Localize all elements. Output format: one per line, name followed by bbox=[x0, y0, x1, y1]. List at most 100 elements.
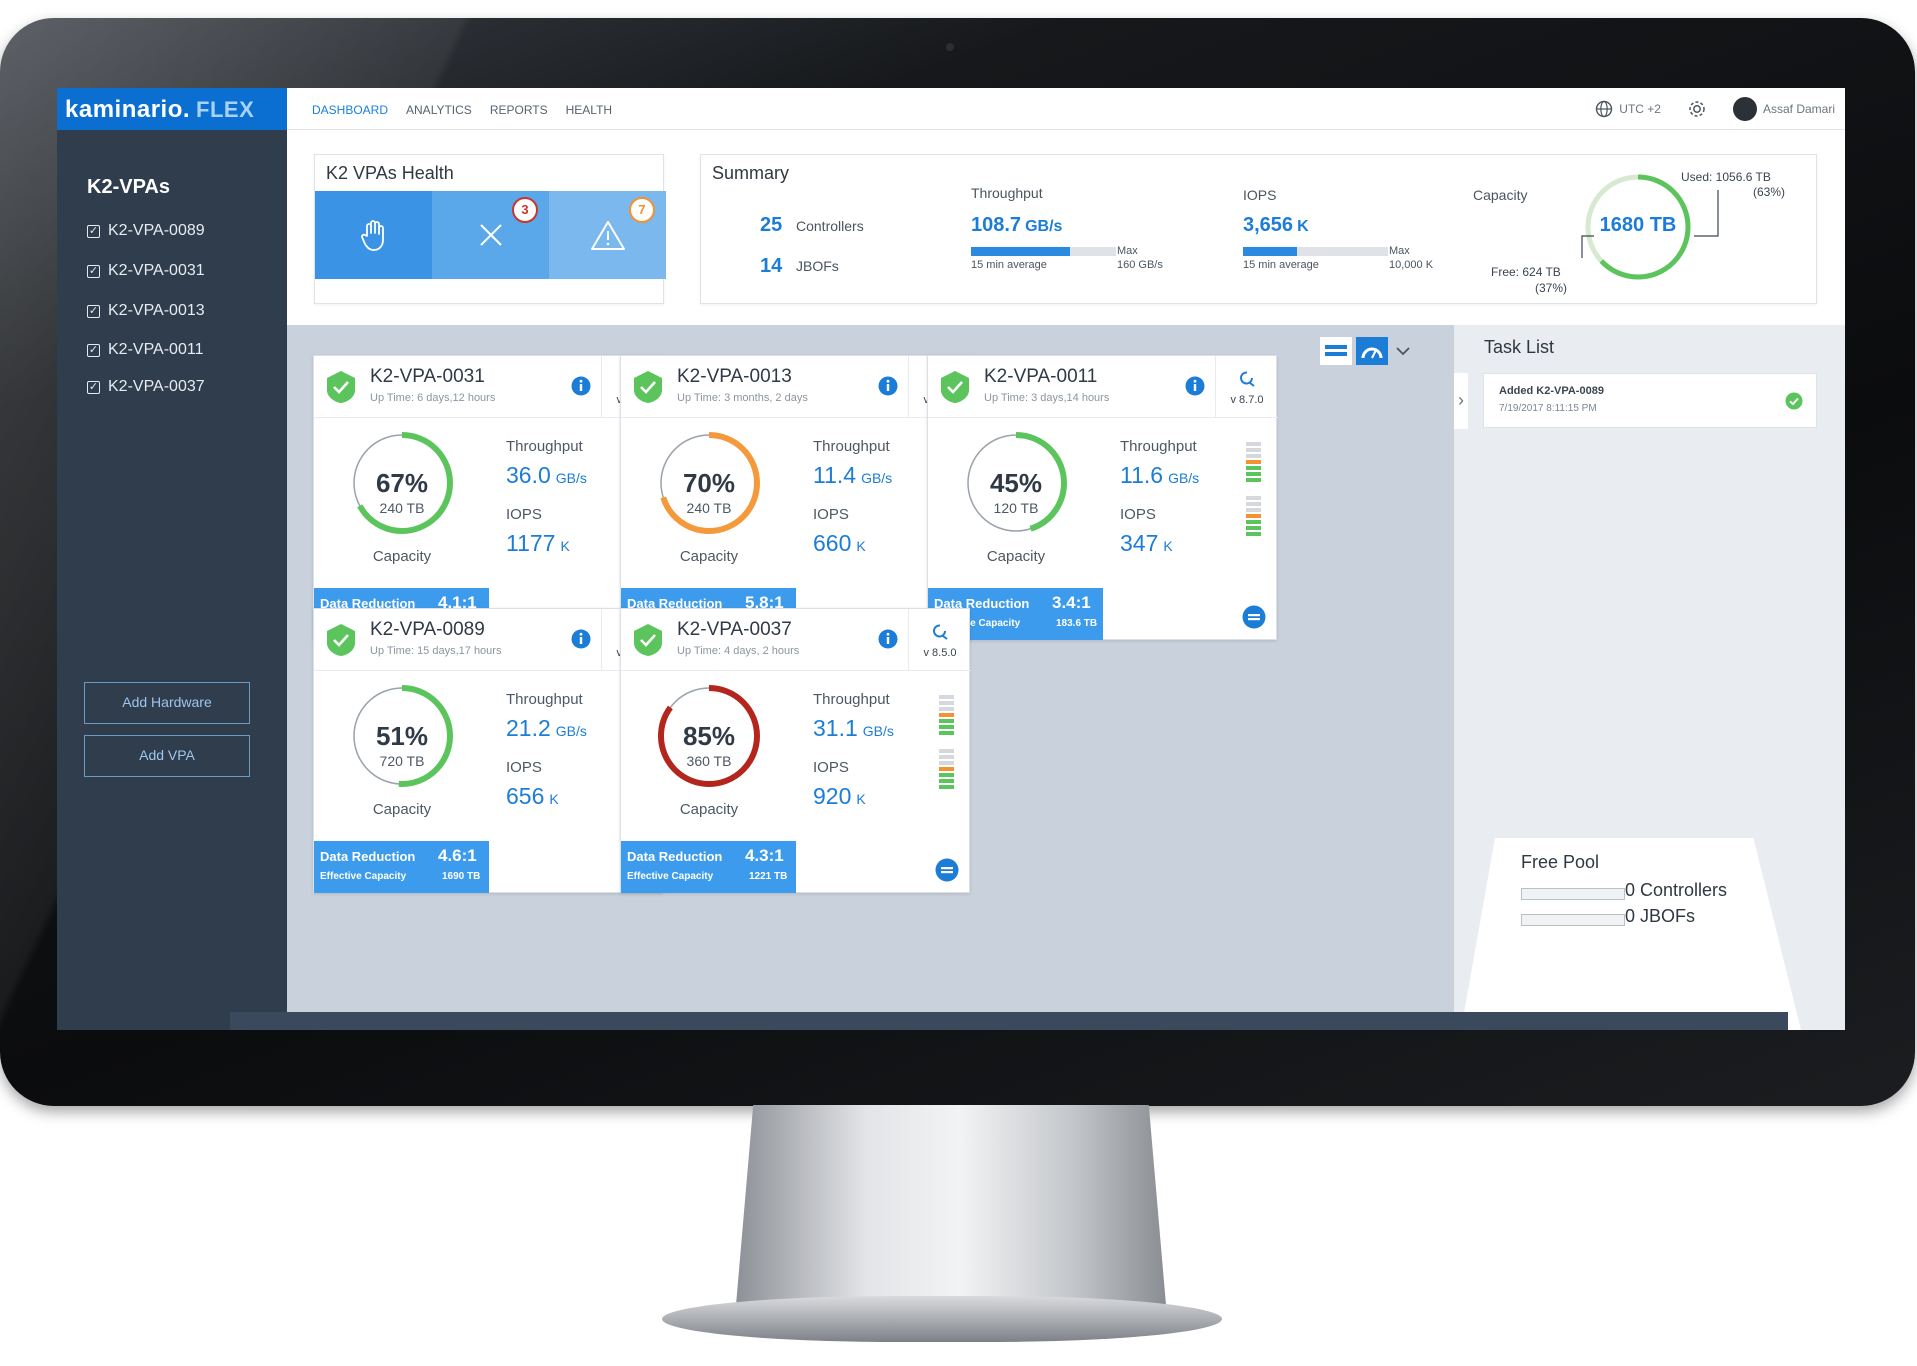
throughput-unit: GB/s bbox=[862, 723, 894, 739]
checkbox-icon[interactable]: ✓ bbox=[87, 380, 100, 394]
gear-icon[interactable] bbox=[1687, 99, 1707, 119]
iops-label: IOPS bbox=[506, 759, 542, 776]
database-icon[interactable] bbox=[935, 858, 959, 882]
info-icon[interactable] bbox=[1185, 376, 1205, 396]
capacity-label: Capacity bbox=[986, 548, 1046, 565]
sidebar-item-k2-vpa-0011[interactable]: ✓ K2-VPA-0011 bbox=[87, 341, 203, 359]
throughput-unit: GB/s bbox=[555, 470, 587, 486]
vpa-card-header: K2-VPA-0011 Up Time: 3 days,14 hours v 8… bbox=[928, 356, 1278, 418]
version-box[interactable]: v 8.7.0 bbox=[1215, 356, 1277, 418]
user-menu[interactable]: Assaf Damari bbox=[1732, 97, 1835, 121]
iops-meter bbox=[1246, 496, 1261, 538]
database-icon[interactable] bbox=[1242, 605, 1266, 629]
task-list-panel: › Task List Added K2-VPA-0089 7/19/2017 … bbox=[1454, 325, 1845, 1030]
vpa-card-k2-vpa-0013[interactable]: K2-VPA-0013 Up Time: 3 months, 2 days v … bbox=[620, 355, 971, 640]
throughput-number: 31.1 bbox=[813, 715, 858, 741]
tab-reports[interactable]: REPORTS bbox=[489, 103, 548, 117]
status-ok-icon bbox=[941, 371, 969, 403]
meter-segment bbox=[939, 785, 954, 789]
vpa-card-k2-vpa-0031[interactable]: K2-VPA-0031 Up Time: 6 days,12 hours v 8… bbox=[313, 355, 664, 640]
health-warning-cell[interactable]: 7 bbox=[549, 191, 666, 279]
sidebar-item-label: K2-VPA-0013 bbox=[108, 302, 205, 319]
timezone-label: UTC +2 bbox=[1619, 102, 1661, 116]
throughput-label: Throughput bbox=[813, 438, 890, 455]
tab-analytics[interactable]: ANALYTICS bbox=[406, 103, 472, 117]
checkbox-icon[interactable]: ✓ bbox=[87, 343, 100, 357]
vpa-card-k2-vpa-0089[interactable]: K2-VPA-0089 Up Time: 15 days,17 hours v … bbox=[313, 608, 664, 893]
collapse-chevron-icon[interactable]: › bbox=[1454, 373, 1468, 429]
iops-number: 3,656 bbox=[1243, 214, 1294, 236]
vpa-card-header: K2-VPA-0031 Up Time: 6 days,12 hours v 8… bbox=[314, 356, 664, 418]
throughput-label: Throughput bbox=[506, 438, 583, 455]
task-list-item[interactable]: Added K2-VPA-0089 7/19/2017 8:11:15 PM bbox=[1483, 373, 1817, 428]
capacity-size: 120 TB bbox=[993, 500, 1039, 516]
throughput-number: 21.2 bbox=[506, 715, 551, 741]
gauge-view-button[interactable] bbox=[1356, 337, 1388, 365]
throughput-unit: GB/s bbox=[861, 470, 893, 486]
throughput-value: 36.0 GB/s bbox=[506, 462, 587, 489]
meter-segment bbox=[939, 761, 954, 765]
sidebar-item-k2-vpa-0031[interactable]: ✓ K2-VPA-0031 bbox=[87, 262, 205, 280]
capacity-total: 1680 TB bbox=[1599, 214, 1677, 236]
version-box[interactable]: v 8.5.0 bbox=[908, 609, 970, 671]
meter-segment bbox=[939, 713, 954, 717]
info-icon[interactable] bbox=[878, 376, 898, 396]
overview-strip: K2 VPAs Health 3 7 Summary 25 Controller… bbox=[287, 130, 1845, 325]
checkbox-icon[interactable]: ✓ bbox=[87, 224, 100, 238]
checkbox-icon[interactable]: ✓ bbox=[87, 304, 100, 318]
info-icon[interactable] bbox=[571, 376, 591, 396]
info-icon[interactable] bbox=[878, 629, 898, 649]
tab-health[interactable]: HEALTH bbox=[565, 103, 613, 117]
timezone-selector[interactable]: UTC +2 bbox=[1595, 100, 1661, 118]
health-error-cell[interactable]: 3 bbox=[432, 191, 549, 279]
add-vpa-button[interactable]: Add VPA bbox=[84, 735, 250, 777]
task-time: 7/19/2017 8:11:15 PM bbox=[1499, 403, 1597, 414]
effective-capacity-value: 1690 TB bbox=[442, 871, 481, 882]
sidebar-item-k2-vpa-0037[interactable]: ✓ K2-VPA-0037 bbox=[87, 378, 205, 396]
chevron-down-icon[interactable] bbox=[1392, 340, 1414, 362]
iops-unit: K bbox=[856, 538, 866, 554]
jbofs-value: 14 bbox=[760, 255, 783, 277]
top-bar: kaminario. FLEX DASHBOARD ANALYTICS REPOR… bbox=[57, 88, 1845, 130]
tab-dashboard[interactable]: DASHBOARD bbox=[312, 103, 389, 117]
throughput-value: 21.2 GB/s bbox=[506, 715, 587, 742]
health-ok-cell[interactable] bbox=[315, 191, 432, 279]
vpa-name: K2-VPA-0089 bbox=[370, 619, 485, 640]
iops-unit: K bbox=[856, 791, 866, 807]
throughput-bar-fill bbox=[971, 247, 1070, 256]
vpa-uptime: Up Time: 15 days,17 hours bbox=[370, 645, 502, 657]
capacity-label: Capacity bbox=[679, 801, 739, 818]
add-hardware-button[interactable]: Add Hardware bbox=[84, 682, 250, 724]
meter-segment bbox=[1246, 466, 1261, 470]
meter-segment bbox=[939, 725, 954, 729]
meter-segment bbox=[939, 719, 954, 723]
free-pool-controllers: 0 Controllers bbox=[1625, 880, 1728, 900]
refresh-icon bbox=[933, 624, 948, 640]
capacity-label: Capacity bbox=[1473, 187, 1528, 203]
vpa-card-k2-vpa-0011[interactable]: K2-VPA-0011 Up Time: 3 days,14 hours v 8… bbox=[927, 355, 1278, 640]
free-pool-tab bbox=[1461, 838, 1801, 1030]
controllers-label: Controllers bbox=[796, 218, 864, 234]
checkbox-icon[interactable]: ✓ bbox=[87, 264, 100, 278]
meter-segment bbox=[1246, 508, 1261, 512]
sidebar-item-k2-vpa-0089[interactable]: ✓ K2-VPA-0089 bbox=[87, 222, 205, 240]
list-view-button[interactable] bbox=[1320, 337, 1352, 365]
free-pct: (37%) bbox=[1535, 281, 1568, 295]
iops-number: 660 bbox=[813, 530, 852, 556]
jbof-device-icon bbox=[1521, 914, 1625, 926]
throughput-avg-label: 15 min average bbox=[971, 259, 1047, 271]
throughput-max-value: 160 GB/s bbox=[1117, 259, 1163, 271]
meter-segment bbox=[1246, 448, 1261, 452]
vpa-card-header: K2-VPA-0037 Up Time: 4 days, 2 hours v 8… bbox=[621, 609, 971, 671]
data-reduction-box: Data Reduction 4.3:1 Effective Capacity … bbox=[621, 841, 796, 893]
throughput-bar bbox=[971, 247, 1116, 256]
info-icon[interactable] bbox=[571, 629, 591, 649]
vpa-card-k2-vpa-0037[interactable]: K2-VPA-0037 Up Time: 4 days, 2 hours v 8… bbox=[620, 608, 971, 893]
iops-label: IOPS bbox=[813, 759, 849, 776]
meter-segment bbox=[939, 749, 954, 753]
capacity-size: 360 TB bbox=[686, 753, 732, 769]
main-content: K2 VPAs Health 3 7 Summary 25 Controller… bbox=[287, 130, 1845, 1030]
iops-label: IOPS bbox=[506, 506, 542, 523]
sidebar-item-k2-vpa-0013[interactable]: ✓ K2-VPA-0013 bbox=[87, 302, 205, 320]
task-list-title: Task List bbox=[1484, 337, 1555, 357]
